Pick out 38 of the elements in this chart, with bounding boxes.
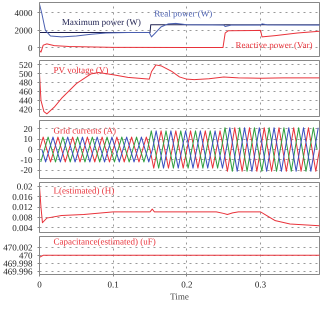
series-label: Reactive power (Var) xyxy=(236,40,312,50)
y-axis-title: PV voltage (V) xyxy=(54,65,108,76)
y-tick-label: -10 xyxy=(20,154,33,165)
y-tick-label: 0.008 xyxy=(12,212,33,223)
y-tick-label: 20 xyxy=(24,124,33,134)
series-label: Maximum power (W) xyxy=(62,16,141,27)
x-tick-label: 0.3 xyxy=(254,280,267,290)
y-tick-label: 0.02 xyxy=(16,182,32,192)
x-tick-label: 0.2 xyxy=(181,280,192,290)
y-tick-label: -20 xyxy=(20,165,33,176)
y-tick-label: 10 xyxy=(24,134,33,144)
y-tick-label: 0.012 xyxy=(12,202,32,212)
y-tick-label: 0 xyxy=(28,144,33,154)
y-tick-label: 2000 xyxy=(14,25,33,36)
y-axis-title: L(estimated) (H) xyxy=(54,186,114,196)
y-tick-label: 4000 xyxy=(14,8,33,18)
y-tick-label: 470.002 xyxy=(3,242,32,252)
y-tick-label: 460 xyxy=(19,86,33,97)
y-tick-label: 480 xyxy=(19,78,33,88)
y-tick-label: 0.016 xyxy=(12,192,33,202)
y-axis-title: Capacitance(estimated) (uF) xyxy=(54,236,156,246)
y-tick-label: 469.996 xyxy=(3,266,33,276)
y-tick-label: 420 xyxy=(19,104,33,114)
y-tick-label: 500 xyxy=(19,68,33,79)
y-tick-label: 440 xyxy=(19,96,33,106)
line-series xyxy=(40,64,320,114)
x-axis-title: Time xyxy=(170,292,189,302)
y-tick-label: 469.998 xyxy=(3,258,33,268)
x-tick-label: 0 xyxy=(37,280,42,290)
x-tick-label: 0.1 xyxy=(108,280,119,290)
y-tick-label: 0 xyxy=(28,42,33,53)
y-axis-title: Grid currents (A) xyxy=(54,126,116,136)
line-series xyxy=(40,30,320,53)
y-tick-label: 470 xyxy=(19,250,33,260)
y-tick-label: 520 xyxy=(19,60,33,70)
line-series xyxy=(40,4,320,38)
y-tick-label: 0.004 xyxy=(12,222,33,233)
series-label: Real power (W) xyxy=(154,8,212,19)
